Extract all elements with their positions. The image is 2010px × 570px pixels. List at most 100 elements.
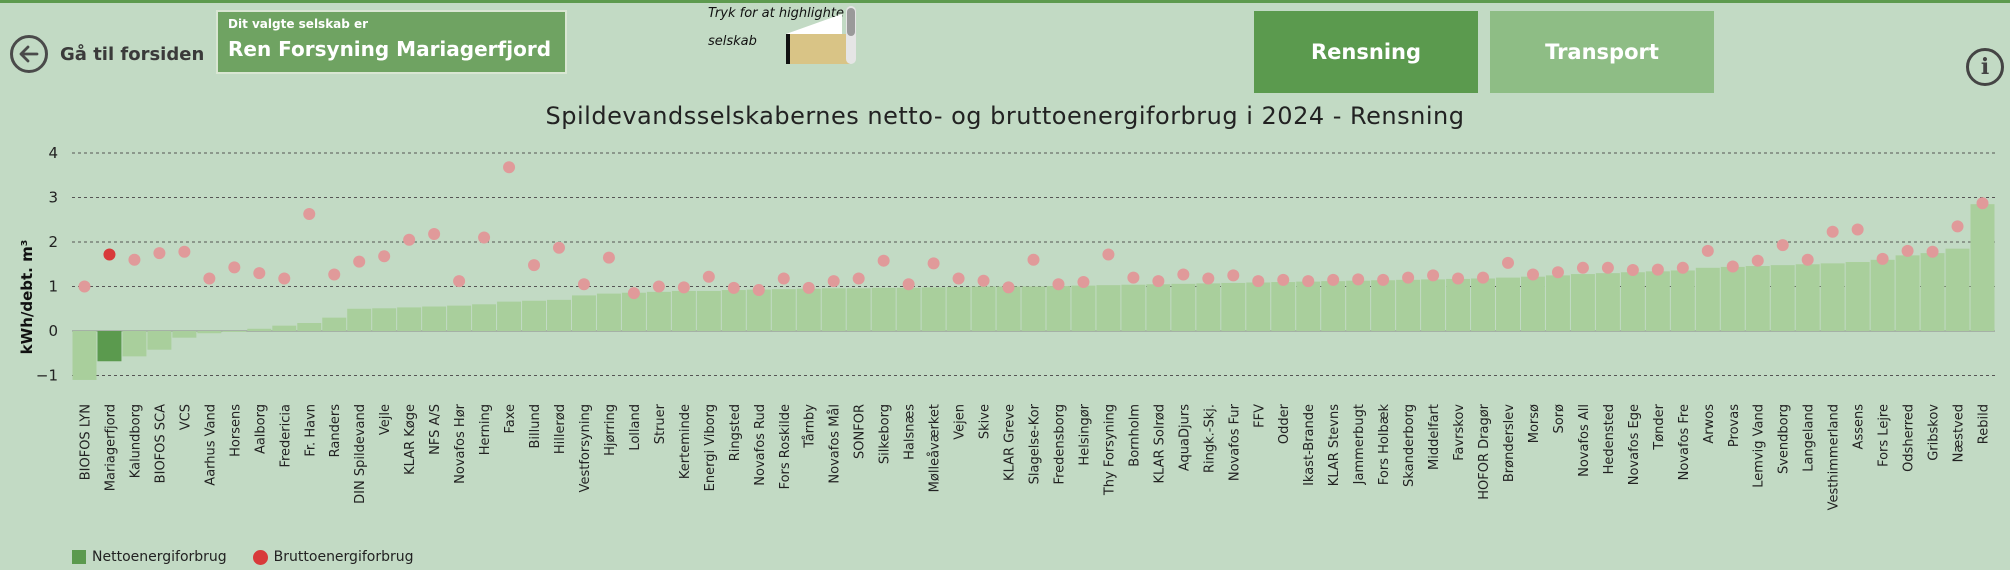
- dot-gross: [1576, 261, 1589, 274]
- dot-gross: [1077, 276, 1090, 289]
- dot-gross: [1676, 261, 1689, 274]
- bar-net: [771, 289, 796, 331]
- bar-net: [1620, 272, 1645, 331]
- dot-gross: [503, 161, 516, 174]
- x-tick-label: Langeland: [1802, 404, 1817, 472]
- bar-net: [1396, 279, 1421, 331]
- bar-net: [1920, 253, 1945, 331]
- legend-net-label: Nettoenergiforbrug: [92, 549, 227, 565]
- dot-gross: [1302, 275, 1315, 288]
- highlight-color-swatch[interactable]: [786, 34, 850, 64]
- dot-gross: [1102, 248, 1115, 261]
- x-tick-label: Vesthimmerland: [1827, 404, 1842, 510]
- bar-net: [796, 288, 821, 331]
- highlight-scrollbar-thumb[interactable]: [847, 8, 855, 36]
- bar-net: [1471, 278, 1496, 331]
- x-tick-label: Arwos: [1702, 404, 1717, 444]
- back-to-home-button[interactable]: Gå til forsiden: [10, 31, 204, 77]
- top-accent-line: [0, 0, 2010, 3]
- dot-gross: [1901, 244, 1914, 257]
- bar-net: [1121, 284, 1146, 331]
- bar-net: [721, 290, 746, 331]
- dot-gross: [1551, 266, 1564, 279]
- dot-gross: [1726, 260, 1739, 273]
- x-tick-label: Morsø: [1527, 404, 1542, 443]
- dot-gross: [952, 272, 965, 285]
- x-tick-label: Fors Roskilde: [778, 404, 793, 489]
- x-tick-label: Favrskov: [1452, 404, 1467, 461]
- x-tick-label: NFS A/S: [428, 404, 443, 455]
- x-tick-label: Fredericia: [278, 404, 293, 468]
- x-tick-label: Ikast-Brande: [1302, 404, 1317, 486]
- bar-net: [871, 287, 896, 331]
- x-tick-label: Novafos Mål: [828, 404, 843, 484]
- dot-gross: [877, 254, 890, 267]
- tab-rensning[interactable]: Rensning: [1254, 11, 1478, 93]
- bar-net: [1221, 282, 1246, 331]
- dot-gross: [178, 245, 191, 258]
- bar-net: [422, 306, 447, 331]
- x-tick-label: Hedensted: [1602, 404, 1617, 474]
- x-tick-label: Mariagerfjord: [103, 404, 118, 491]
- bar-net: [1570, 274, 1595, 331]
- bar-net: [222, 331, 247, 332]
- bar-net: [1895, 255, 1920, 331]
- bar-net: [147, 331, 172, 350]
- x-tick-label: Thy Forsyning: [1102, 404, 1117, 496]
- bar-net: [1321, 281, 1346, 331]
- dot-gross: [78, 280, 91, 293]
- x-tick-label: Aarhus Vand: [203, 404, 218, 486]
- bar-net: [397, 307, 422, 331]
- bar-net: [1271, 282, 1296, 331]
- bar-net: [1496, 277, 1520, 331]
- dot-gross: [1826, 225, 1839, 238]
- x-tick-label: SONFOR: [853, 404, 868, 459]
- x-tick-label: Struer: [653, 403, 668, 444]
- dot-gross: [1277, 273, 1290, 286]
- x-tick-label: Odder: [1277, 403, 1292, 444]
- dot-gross: [1377, 273, 1390, 286]
- dot-gross: [228, 261, 241, 274]
- x-tick-label: Svendborg: [1777, 404, 1792, 474]
- bar-net: [821, 288, 846, 331]
- bar-net: [1695, 267, 1720, 331]
- bar-net: [1246, 282, 1271, 331]
- x-tick-label: Novafos Fre: [1677, 404, 1692, 480]
- x-tick-label: Novafos Fur: [1227, 403, 1242, 481]
- bar-net: [372, 308, 397, 331]
- x-tick-label: Billund: [528, 404, 543, 448]
- dot-gross: [552, 241, 565, 254]
- bar-net: [1371, 280, 1396, 331]
- dot-gross: [702, 270, 715, 283]
- bar-net: [1820, 263, 1845, 331]
- dot-gross: [1601, 261, 1614, 274]
- dot-gross: [902, 278, 915, 291]
- bar-net: [1096, 285, 1121, 331]
- company-selector-value: Ren Forsyning Mariagerfjord: [228, 37, 552, 61]
- tab-transport[interactable]: Transport: [1490, 11, 1714, 93]
- x-tick-label: Helsingør: [1077, 403, 1092, 465]
- bar-net: [1945, 248, 1970, 331]
- info-icon[interactable]: i: [1966, 48, 2004, 86]
- x-tick-label: VCS: [178, 404, 193, 430]
- dot-gross: [1152, 275, 1165, 288]
- x-tick-label: Ringsted: [728, 404, 743, 461]
- x-tick-label: Næstved: [1952, 404, 1967, 462]
- bar-net: [1421, 279, 1446, 331]
- x-tick-label: Horsens: [228, 404, 243, 457]
- dot-gross: [303, 207, 316, 220]
- company-selector[interactable]: Dit valgte selskab er Ren Forsyning Mari…: [216, 10, 567, 74]
- x-tick-label: Faxe: [503, 404, 518, 434]
- bar-net: [1795, 264, 1820, 331]
- x-tick-label: Vejle: [378, 404, 393, 435]
- x-tick-label: Halsnæs: [903, 404, 918, 460]
- x-tick-label: Brønderslev: [1502, 404, 1517, 482]
- dot-gross: [203, 272, 216, 285]
- y-tick-label: 4: [48, 144, 58, 162]
- dot-gross: [1751, 254, 1764, 267]
- x-tick-label: Odsherred: [1902, 404, 1917, 472]
- dot-gross: [453, 275, 466, 288]
- x-tick-label: AquaDjurs: [1177, 404, 1192, 471]
- dot-gross: [1177, 268, 1190, 281]
- dot-gross: [1027, 253, 1040, 266]
